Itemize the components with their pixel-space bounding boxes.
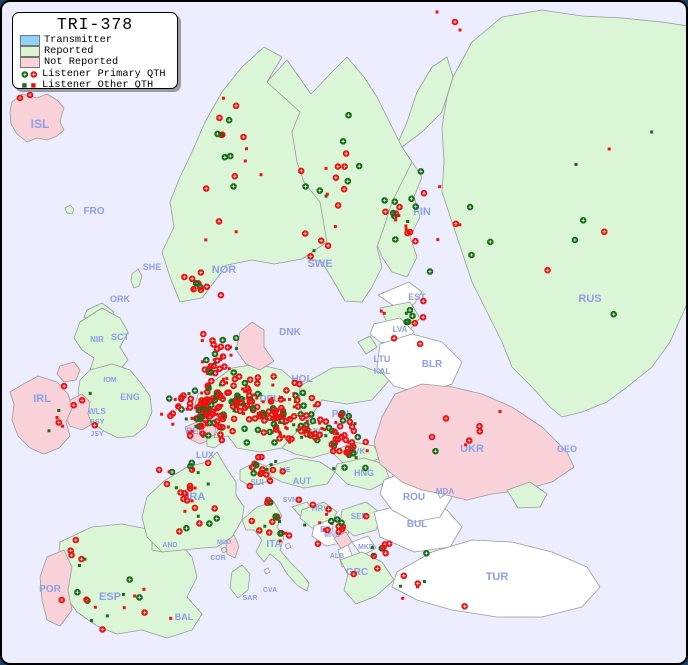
svg-text:SVN: SVN: [283, 497, 297, 504]
svg-text:ENG: ENG: [120, 392, 140, 402]
svg-text:ISL: ISL: [31, 117, 50, 131]
svg-text:MCO: MCO: [217, 540, 231, 546]
svg-text:TUR: TUR: [486, 571, 509, 583]
svg-text:ALB: ALB: [330, 553, 344, 560]
svg-text:SWE: SWE: [307, 258, 332, 270]
svg-text:BUL: BUL: [407, 519, 428, 530]
svg-text:GEO: GEO: [557, 444, 577, 454]
svg-text:COR: COR: [210, 555, 226, 562]
svg-text:CVA: CVA: [263, 587, 277, 594]
svg-text:FIN: FIN: [413, 206, 431, 218]
svg-text:NIR: NIR: [90, 335, 104, 344]
svg-text:SCT: SCT: [111, 332, 130, 342]
svg-text:LUX: LUX: [196, 450, 214, 460]
svg-text:AUT: AUT: [293, 476, 312, 486]
svg-text:RUS: RUS: [578, 293, 601, 305]
svg-text:ORK: ORK: [110, 294, 131, 304]
svg-text:MDA: MDA: [436, 487, 454, 496]
svg-text:LVA: LVA: [393, 325, 408, 334]
svg-text:EST: EST: [408, 292, 426, 302]
svg-text:GRC: GRC: [346, 567, 368, 578]
svg-text:LTU: LTU: [374, 354, 391, 364]
svg-text:POR: POR: [39, 584, 61, 595]
svg-text:FRO: FRO: [83, 206, 104, 217]
svg-text:IRL: IRL: [33, 393, 51, 405]
svg-text:BAL: BAL: [175, 612, 194, 622]
svg-text:IOM: IOM: [103, 377, 116, 384]
svg-text:KAL: KAL: [374, 367, 391, 376]
svg-text:ESP: ESP: [99, 591, 121, 603]
svg-text:BLR: BLR: [422, 359, 443, 370]
svg-text:JSY: JSY: [90, 431, 104, 438]
svg-text:SAR: SAR: [243, 595, 258, 602]
svg-text:NOR: NOR: [212, 264, 237, 276]
svg-text:SHE: SHE: [143, 262, 162, 272]
svg-text:DNK: DNK: [279, 327, 301, 338]
svg-text:UKR: UKR: [460, 443, 484, 455]
svg-text:AND: AND: [162, 542, 177, 549]
svg-text:ROU: ROU: [403, 492, 425, 503]
svg-text:WLS: WLS: [88, 407, 106, 416]
